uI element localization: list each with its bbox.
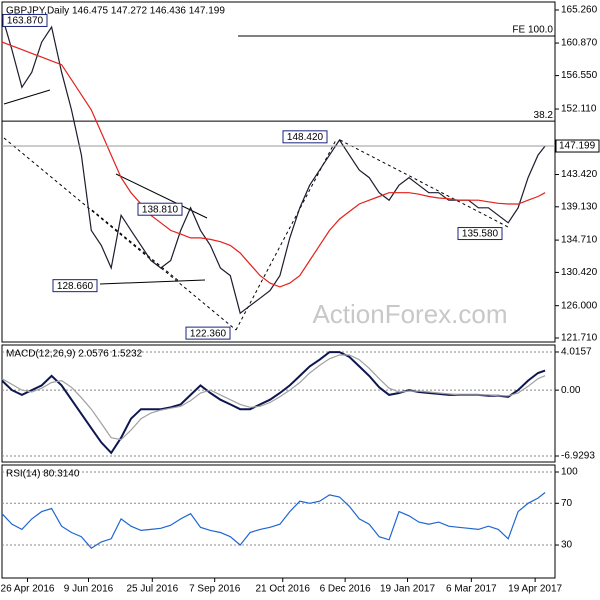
x-tick-label: 19 Jan 2017	[380, 584, 435, 595]
y-tick-label: 4.0157	[561, 347, 592, 358]
y-tick-label: 126.000	[561, 300, 598, 311]
series-line	[1, 15, 546, 315]
last-price-box	[555, 139, 600, 153]
x-tick-label: 21 Oct 2016	[256, 584, 311, 595]
series-line	[1, 351, 546, 455]
x-tick-label: 9 Jun 2016	[64, 584, 114, 595]
fib-label: 38.2	[534, 110, 554, 121]
price-annotation: 135.580	[462, 229, 499, 240]
price-annotation-box	[137, 202, 183, 216]
price-annotation: 138.810	[142, 204, 179, 215]
price-annotation-box	[185, 326, 231, 340]
y-tick-label: 139.130	[561, 201, 598, 212]
trend-line	[99, 279, 206, 285]
panel-title: MACD(12,26,9) 2.0576 1.5232	[6, 349, 143, 360]
trend-line	[339, 139, 511, 229]
x-tick-label: 6 Dec 2016	[320, 584, 372, 595]
trend-line	[3, 89, 51, 105]
watermark: ActionForex.com	[312, 299, 507, 329]
price-annotation: 148.420	[287, 132, 324, 143]
y-tick-label: 143.420	[561, 169, 598, 180]
x-tick-label: 25 Jul 2016	[126, 584, 178, 595]
price-annotation: 122.360	[190, 328, 227, 339]
price-annotation: 163.870	[7, 16, 44, 27]
y-tick-label: 152.110	[561, 104, 597, 115]
panel-title: GBPJPY,Daily 146.475 147.272 146.436 147…	[6, 6, 225, 17]
y-tick-label: 70	[561, 498, 573, 509]
x-tick-label: 26 Apr 2016	[1, 584, 55, 595]
price-panel	[1, 1, 556, 343]
fib-label: FE 100.0	[512, 25, 553, 36]
y-tick-label: -6.9293	[561, 451, 595, 462]
x-tick-label: 6 Mar 2017	[446, 584, 497, 595]
series-line	[1, 41, 546, 288]
trend-line	[3, 137, 237, 331]
price-annotation-box	[2, 13, 48, 27]
y-tick-label: 134.710	[561, 235, 598, 246]
x-tick-label: 7 Sep 2016	[189, 584, 241, 595]
series-line	[1, 492, 546, 549]
last-price-label: 147.199	[559, 141, 596, 152]
y-tick-label: 160.870	[561, 38, 598, 49]
y-tick-label: 30	[561, 540, 573, 551]
y-tick-label: 121.710	[561, 333, 598, 344]
price-annotation-box	[52, 279, 98, 293]
panel-title: RSI(14) 80.3140	[6, 469, 80, 480]
y-tick-label: 165.260	[561, 5, 598, 16]
trend-line	[91, 209, 181, 283]
price-annotation: 128.660	[57, 281, 94, 292]
price-annotation-box	[282, 130, 328, 144]
macd-panel	[1, 344, 556, 463]
series-line	[1, 354, 546, 441]
price-annotation-box	[457, 227, 503, 241]
y-tick-label: 156.550	[561, 70, 598, 81]
rsi-panel	[1, 464, 556, 579]
y-tick-label: 100	[561, 467, 578, 478]
y-tick-label: 130.420	[561, 267, 598, 278]
y-tick-label: 0.00	[561, 385, 581, 396]
x-tick-label: 19 Apr 2017	[508, 584, 562, 595]
